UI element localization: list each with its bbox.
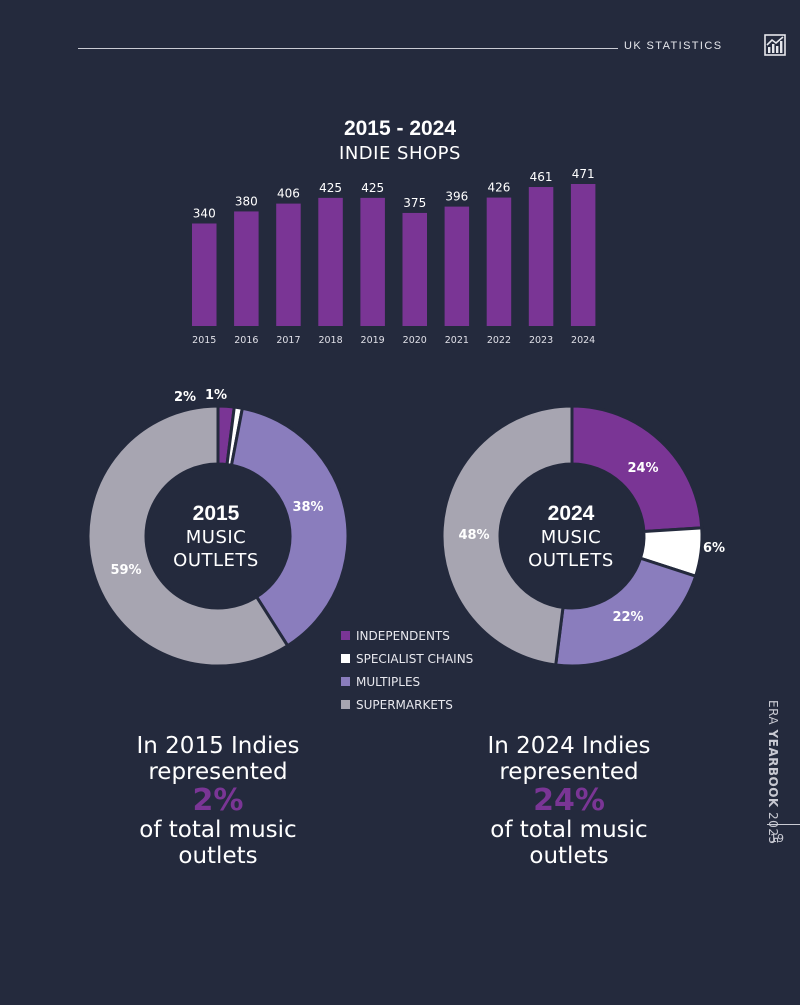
legend-label: SUPERMARKETS bbox=[356, 697, 453, 712]
side-caption: ERA YEARBOOK 2025 bbox=[762, 700, 782, 845]
x-tick-label: 2017 bbox=[276, 335, 300, 346]
legend-swatch bbox=[341, 654, 350, 663]
legend-item-specialist-chains: SPECIALIST CHAINS bbox=[341, 647, 473, 670]
donut-year-2024: 2024 bbox=[547, 502, 595, 525]
slice-value-label: 2% bbox=[174, 390, 196, 405]
bar-2015 bbox=[192, 223, 217, 326]
stat-line: In 2024 Indies bbox=[487, 733, 651, 759]
donut-label-line2: OUTLETS bbox=[173, 550, 259, 571]
x-tick-label: 2015 bbox=[192, 335, 216, 346]
donut-chart-2024: 24% 6% 22% 48% bbox=[440, 404, 725, 668]
bar-value-label: 340 bbox=[193, 206, 216, 220]
bar-value-label: 426 bbox=[487, 181, 510, 195]
slice-supermarkets bbox=[440, 404, 574, 667]
slice-value-label: 48% bbox=[458, 528, 489, 543]
stat-line: of total music bbox=[490, 817, 648, 843]
donut-label-line1: MUSIC bbox=[185, 527, 247, 548]
bar-2016 bbox=[234, 211, 259, 326]
stat-line: outlets bbox=[178, 843, 258, 869]
side-bold: YEARBOOK bbox=[766, 729, 780, 808]
legend: INDEPENDENTS SPECIALIST CHAINS MULTIPLES… bbox=[341, 624, 473, 716]
bar-chart: 340 2015 380 2016 406 2017 425 2018 425 2019 375 20… bbox=[192, 167, 596, 346]
slice-independents bbox=[570, 404, 704, 534]
x-tick-label: 2016 bbox=[234, 335, 258, 346]
legend-label: INDEPENDENTS bbox=[356, 628, 450, 643]
x-tick-label: 2019 bbox=[361, 335, 385, 346]
donut-center-2024: 2024 MUSIC OUTLETS bbox=[501, 502, 641, 572]
stat-2024: In 2024 Indies represented 24% of total … bbox=[439, 733, 699, 869]
slice-supermarkets bbox=[86, 404, 290, 668]
bar-2021 bbox=[444, 206, 470, 326]
bar-value-label: 461 bbox=[530, 170, 553, 184]
slice-value-label: 22% bbox=[612, 610, 643, 625]
slice-value-label: 6% bbox=[703, 541, 725, 556]
x-tick-label: 2024 bbox=[571, 335, 595, 346]
chart-icon bbox=[764, 34, 786, 56]
bar-value-label: 406 bbox=[277, 187, 300, 201]
stat-value: 24% bbox=[533, 783, 605, 818]
bar-value-label: 471 bbox=[572, 167, 595, 181]
legend-item-multiples: MULTIPLES bbox=[341, 670, 473, 693]
bar-chart-title: 2015 - 2024 bbox=[343, 117, 457, 140]
slice-value-label: 1% bbox=[205, 388, 227, 403]
donut-center-2015: 2015 MUSIC OUTLETS bbox=[146, 502, 286, 572]
bar-2022 bbox=[486, 197, 512, 326]
stat-line: represented bbox=[499, 759, 639, 785]
stat-line: represented bbox=[148, 759, 288, 785]
bar-2020 bbox=[402, 212, 427, 326]
stat-line: of total music bbox=[139, 817, 297, 843]
stat-line: outlets bbox=[529, 843, 609, 869]
bar-value-label: 380 bbox=[235, 194, 258, 208]
bar-value-label: 425 bbox=[361, 181, 384, 195]
x-tick-label: 2018 bbox=[318, 335, 342, 346]
legend-label: SPECIALIST CHAINS bbox=[356, 651, 474, 666]
legend-label: MULTIPLES bbox=[356, 674, 421, 689]
x-tick-label: 2022 bbox=[487, 335, 511, 346]
header-rule bbox=[78, 48, 618, 49]
bar-value-label: 396 bbox=[445, 190, 468, 204]
donut-label-line2: OUTLETS bbox=[528, 550, 614, 571]
bar-value-label: 375 bbox=[403, 196, 426, 210]
footer-rule bbox=[767, 824, 800, 825]
bar-value-label: 425 bbox=[319, 181, 342, 195]
section-label: UK STATISTICS bbox=[624, 40, 723, 52]
slice-value-label: 59% bbox=[110, 563, 141, 578]
side-prefix: ERA bbox=[766, 700, 780, 730]
legend-swatch bbox=[341, 700, 350, 709]
legend-swatch bbox=[341, 677, 350, 686]
bar-2017 bbox=[276, 203, 301, 326]
legend-item-supermarkets: SUPERMARKETS bbox=[341, 693, 473, 716]
bar-2023 bbox=[528, 187, 554, 326]
donut-year-2015: 2015 bbox=[192, 502, 240, 525]
legend-swatch bbox=[341, 631, 350, 640]
legend-item-independents: INDEPENDENTS bbox=[341, 624, 473, 647]
stat-line: In 2015 Indies bbox=[136, 733, 300, 759]
stat-value: 2% bbox=[192, 783, 244, 818]
slice-value-label: 38% bbox=[292, 500, 323, 515]
slice-value-label: 24% bbox=[627, 461, 658, 476]
x-tick-label: 2023 bbox=[529, 335, 553, 346]
donut-chart-2015: 2% 1% 38% 59% bbox=[86, 388, 350, 668]
bar-2018 bbox=[318, 197, 343, 326]
donut-label-line1: MUSIC bbox=[540, 527, 602, 548]
slice-multiples bbox=[229, 406, 350, 648]
stat-2015: In 2015 Indies represented 2% of total m… bbox=[88, 733, 348, 869]
x-tick-label: 2020 bbox=[403, 335, 427, 346]
x-tick-label: 2021 bbox=[445, 335, 469, 346]
page-number: 19 bbox=[770, 832, 784, 845]
bar-2019 bbox=[360, 197, 385, 326]
bar-2024 bbox=[570, 184, 596, 326]
bar-chart-subtitle: INDIE SHOPS bbox=[339, 143, 461, 164]
